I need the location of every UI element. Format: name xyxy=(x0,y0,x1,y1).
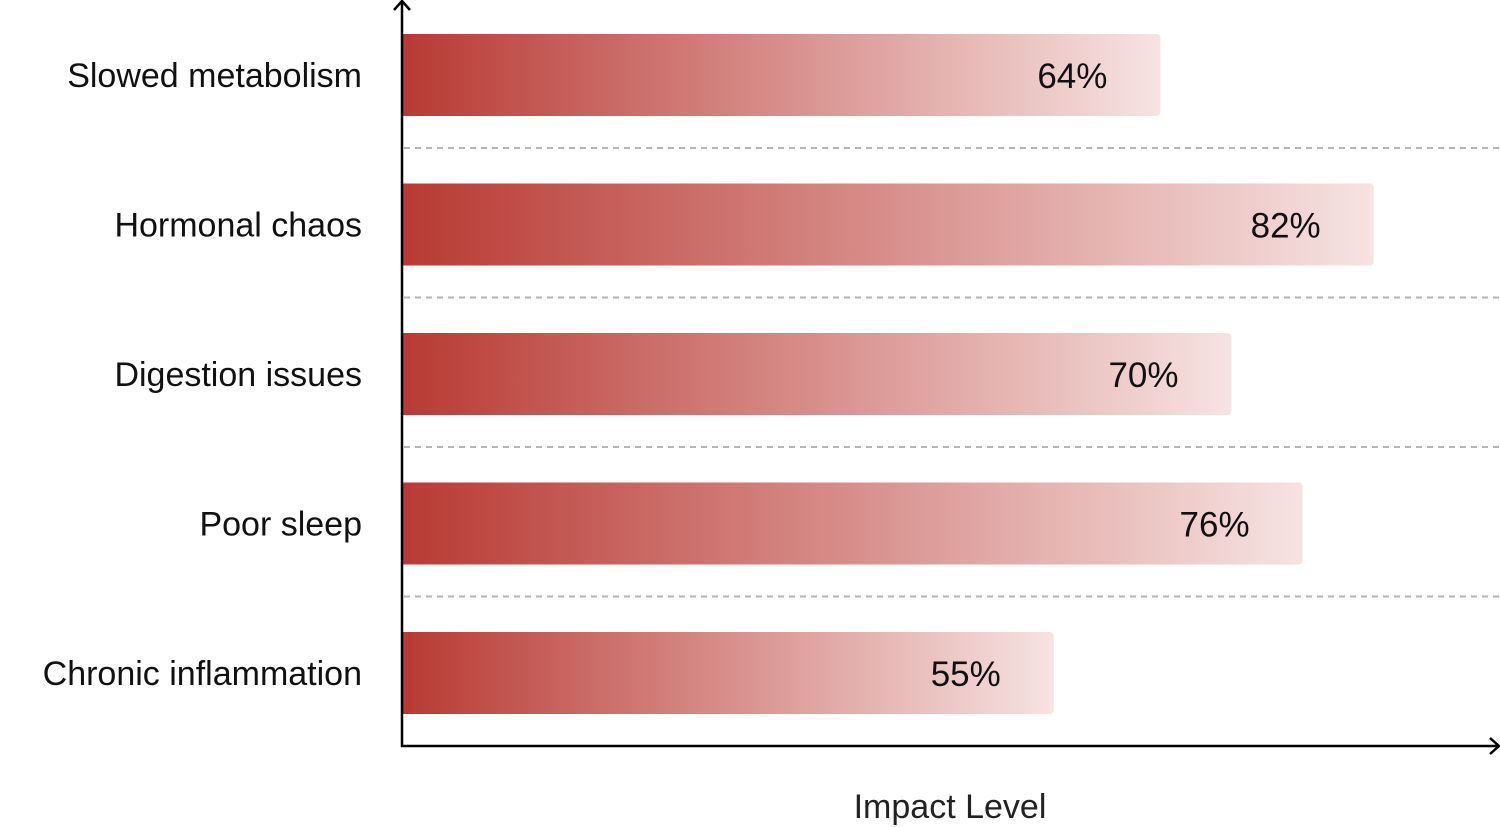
x-axis-label: Impact Level xyxy=(854,788,1047,826)
category-label: Poor sleep xyxy=(199,506,362,544)
x-axis-arrow-icon xyxy=(1489,737,1500,755)
bar xyxy=(403,482,1303,565)
axes xyxy=(393,0,1500,755)
bar-left-edge xyxy=(403,183,411,266)
y-axis-arrow-icon xyxy=(393,0,411,11)
bar-left-edge xyxy=(403,333,411,415)
bar-row: Slowed metabolism 64% xyxy=(67,34,1161,116)
bar-left-edge xyxy=(403,482,411,565)
value-label: 55% xyxy=(931,655,1001,694)
category-label: Slowed metabolism xyxy=(67,57,362,95)
bar-row: Chronic inflammation 55% xyxy=(43,632,1054,714)
value-label: 76% xyxy=(1180,506,1250,545)
bar xyxy=(403,183,1374,266)
bars: Slowed metabolism 64% Hormonal chaos 82% Dig… xyxy=(43,34,1374,714)
bar-left-edge xyxy=(403,34,411,116)
value-label: 82% xyxy=(1251,207,1321,246)
category-label: Chronic inflammation xyxy=(43,655,362,693)
bar-row: Poor sleep 76% xyxy=(199,482,1303,565)
bar xyxy=(403,333,1232,415)
bar xyxy=(403,632,1054,714)
category-label: Digestion issues xyxy=(114,356,362,394)
grid-lines xyxy=(404,147,1500,598)
category-label: Hormonal chaos xyxy=(114,207,362,245)
bar-row: Digestion issues 70% xyxy=(114,333,1232,415)
value-label: 70% xyxy=(1108,356,1178,395)
bar xyxy=(403,34,1161,116)
value-label: 64% xyxy=(1037,57,1107,96)
bar-left-edge xyxy=(403,632,411,714)
bar-row: Hormonal chaos 82% xyxy=(114,183,1374,266)
